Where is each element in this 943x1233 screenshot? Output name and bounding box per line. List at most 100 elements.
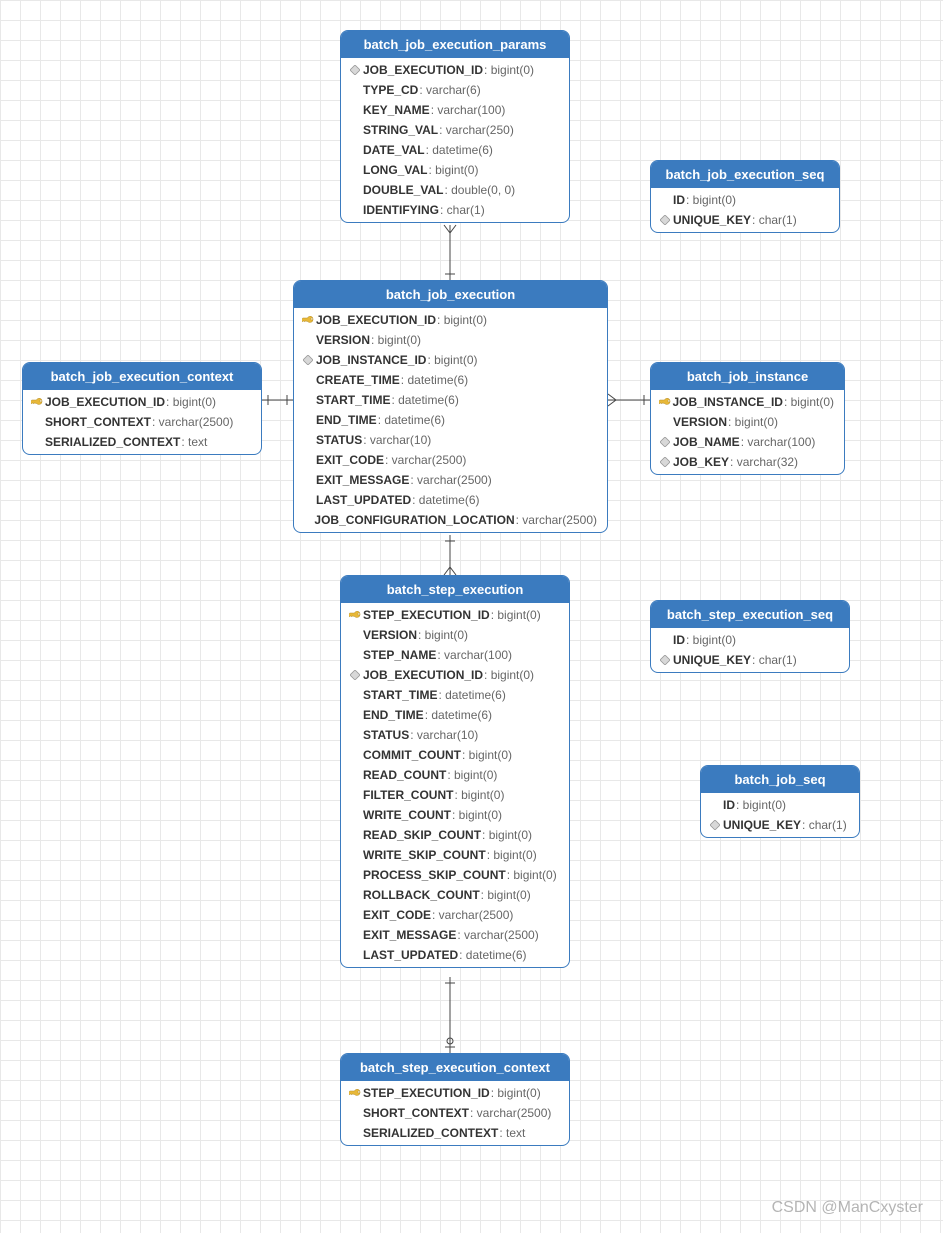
column-type: : varchar(2500) bbox=[385, 451, 466, 469]
column-name: LONG_VAL bbox=[363, 161, 427, 179]
column-name: ID bbox=[673, 191, 685, 209]
column-row: WRITE_COUNT: bigint(0) bbox=[341, 805, 569, 825]
table-header: batch_step_execution_context bbox=[341, 1054, 569, 1081]
column-type: : bigint(0) bbox=[418, 626, 468, 644]
table-header: batch_job_instance bbox=[651, 363, 844, 390]
column-type: : bigint(0) bbox=[784, 393, 834, 411]
column-name: STEP_EXECUTION_ID bbox=[363, 606, 490, 624]
column-row: ID: bigint(0) bbox=[651, 190, 839, 210]
column-type: : varchar(2500) bbox=[152, 413, 233, 431]
column-name: DOUBLE_VAL bbox=[363, 181, 443, 199]
key-icon bbox=[657, 396, 673, 408]
column-name: LAST_UPDATED bbox=[316, 491, 411, 509]
table-body: JOB_EXECUTION_ID: bigint(0)SHORT_CONTEXT… bbox=[23, 390, 261, 454]
table-instance[interactable]: batch_job_instanceJOB_INSTANCE_ID: bigin… bbox=[650, 362, 845, 475]
column-type: : bigint(0) bbox=[454, 786, 504, 804]
column-row: ROLLBACK_COUNT: bigint(0) bbox=[341, 885, 569, 905]
table-body: ID: bigint(0)UNIQUE_KEY: char(1) bbox=[701, 793, 859, 837]
column-row: JOB_EXECUTION_ID: bigint(0) bbox=[341, 665, 569, 685]
table-step[interactable]: batch_step_executionSTEP_EXECUTION_ID: b… bbox=[340, 575, 570, 968]
table-header: batch_job_execution_seq bbox=[651, 161, 839, 188]
column-name: SHORT_CONTEXT bbox=[363, 1104, 469, 1122]
column-name: EXIT_MESSAGE bbox=[363, 926, 456, 944]
table-body: ID: bigint(0)UNIQUE_KEY: char(1) bbox=[651, 188, 839, 232]
diamond-icon bbox=[707, 820, 723, 830]
column-type: : varchar(32) bbox=[730, 453, 798, 471]
column-row: EXIT_MESSAGE: varchar(2500) bbox=[294, 470, 607, 490]
table-exec_seq[interactable]: batch_job_execution_seqID: bigint(0)UNIQ… bbox=[650, 160, 840, 233]
column-type: : bigint(0) bbox=[166, 393, 216, 411]
column-row: START_TIME: datetime(6) bbox=[294, 390, 607, 410]
column-type: : bigint(0) bbox=[427, 351, 477, 369]
column-type: : text bbox=[181, 433, 207, 451]
column-row: END_TIME: datetime(6) bbox=[341, 705, 569, 725]
column-row: IDENTIFYING: char(1) bbox=[341, 200, 569, 220]
column-type: : bigint(0) bbox=[491, 606, 541, 624]
column-name: VERSION bbox=[363, 626, 417, 644]
column-row: ID: bigint(0) bbox=[701, 795, 859, 815]
column-row: VERSION: bigint(0) bbox=[341, 625, 569, 645]
column-name: FILTER_COUNT bbox=[363, 786, 453, 804]
column-name: STEP_NAME bbox=[363, 646, 436, 664]
column-type: : varchar(2500) bbox=[410, 471, 491, 489]
column-name: READ_SKIP_COUNT bbox=[363, 826, 481, 844]
table-job_seq[interactable]: batch_job_seqID: bigint(0)UNIQUE_KEY: ch… bbox=[700, 765, 860, 838]
column-name: DATE_VAL bbox=[363, 141, 425, 159]
column-row: JOB_KEY: varchar(32) bbox=[651, 452, 844, 472]
column-type: : datetime(6) bbox=[425, 706, 492, 724]
column-type: : bigint(0) bbox=[452, 806, 502, 824]
table-body: JOB_EXECUTION_ID : bigint(0) TYPE_CD: varc… bbox=[341, 58, 569, 222]
column-type: : bigint(0) bbox=[491, 1084, 541, 1102]
column-row: LONG_VAL: bigint(0) bbox=[341, 160, 569, 180]
column-row: VERSION: bigint(0) bbox=[294, 330, 607, 350]
column-row: STEP_EXECUTION_ID: bigint(0) bbox=[341, 1083, 569, 1103]
table-exec[interactable]: batch_job_executionJOB_EXECUTION_ID: big… bbox=[293, 280, 608, 533]
column-type: : char(1) bbox=[440, 201, 485, 219]
key-icon bbox=[347, 1087, 363, 1099]
table-exec_ctx[interactable]: batch_job_execution_contextJOB_EXECUTION… bbox=[22, 362, 262, 455]
diamond-icon bbox=[657, 437, 673, 447]
column-name: STATUS bbox=[363, 726, 409, 744]
table-params[interactable]: batch_job_execution_paramsJOB_EXECUTION_… bbox=[340, 30, 570, 223]
column-name: UNIQUE_KEY bbox=[673, 211, 751, 229]
column-row: TYPE_CD: varchar(6) bbox=[341, 80, 569, 100]
column-type: : text bbox=[499, 1124, 525, 1142]
table-step_ctx[interactable]: batch_step_execution_contextSTEP_EXECUTI… bbox=[340, 1053, 570, 1146]
column-name: START_TIME bbox=[316, 391, 390, 409]
column-row: ID: bigint(0) bbox=[651, 630, 849, 650]
column-type: : bigint(0) bbox=[428, 161, 478, 179]
column-type: : datetime(6) bbox=[391, 391, 458, 409]
column-row: UNIQUE_KEY: char(1) bbox=[701, 815, 859, 835]
column-name: JOB_NAME bbox=[673, 433, 740, 451]
diamond-icon bbox=[347, 65, 363, 75]
column-name: KEY_NAME bbox=[363, 101, 430, 119]
column-row: SHORT_CONTEXT: varchar(2500) bbox=[341, 1103, 569, 1123]
column-name: STEP_EXECUTION_ID bbox=[363, 1084, 490, 1102]
table-body: JOB_EXECUTION_ID : bigint(0)VERSION: bigi… bbox=[294, 308, 607, 532]
column-type: : bigint(0) bbox=[482, 826, 532, 844]
column-type: : varchar(2500) bbox=[432, 906, 513, 924]
column-name: LAST_UPDATED bbox=[363, 946, 458, 964]
column-name: JOB_INSTANCE_ID bbox=[673, 393, 783, 411]
column-name: ROLLBACK_COUNT bbox=[363, 886, 480, 904]
column-type: : varchar(100) bbox=[741, 433, 816, 451]
column-row: LAST_UPDATED: datetime(6) bbox=[294, 490, 607, 510]
column-type: : bigint(0) bbox=[507, 866, 557, 884]
table-step_seq[interactable]: batch_step_execution_seqID: bigint(0)UNI… bbox=[650, 600, 850, 673]
column-row: FILTER_COUNT: bigint(0) bbox=[341, 785, 569, 805]
column-row: KEY_NAME: varchar(100) bbox=[341, 100, 569, 120]
column-type: : varchar(2500) bbox=[470, 1104, 551, 1122]
column-row: STRING_VAL: varchar(250) bbox=[341, 120, 569, 140]
column-type: : bigint(0) bbox=[728, 413, 778, 431]
column-row: READ_SKIP_COUNT: bigint(0) bbox=[341, 825, 569, 845]
column-name: JOB_EXECUTION_ID bbox=[363, 61, 483, 79]
key-icon bbox=[347, 609, 363, 621]
column-row: STATUS: varchar(10) bbox=[341, 725, 569, 745]
column-name: SERIALIZED_CONTEXT bbox=[45, 433, 180, 451]
column-row: COMMIT_COUNT: bigint(0) bbox=[341, 745, 569, 765]
column-name: UNIQUE_KEY bbox=[723, 816, 801, 834]
column-row: SERIALIZED_CONTEXT: text bbox=[23, 432, 261, 452]
column-name: JOB_EXECUTION_ID bbox=[316, 311, 436, 329]
column-row: JOB_CONFIGURATION_LOCATION: varchar(2500… bbox=[294, 510, 607, 530]
diamond-icon bbox=[657, 457, 673, 467]
